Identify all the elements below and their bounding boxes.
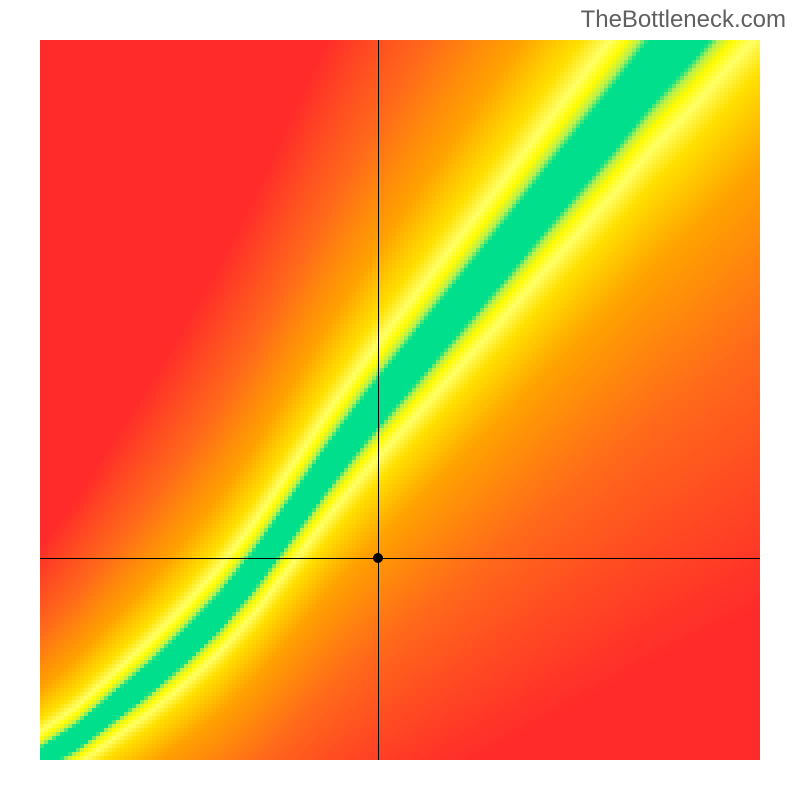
heatmap-chart: [40, 40, 760, 760]
watermark-text: TheBottleneck.com: [581, 6, 786, 34]
crosshair-vertical: [378, 40, 379, 760]
heatmap-canvas: [40, 40, 760, 760]
crosshair-horizontal: [40, 558, 760, 559]
data-point: [373, 553, 383, 563]
